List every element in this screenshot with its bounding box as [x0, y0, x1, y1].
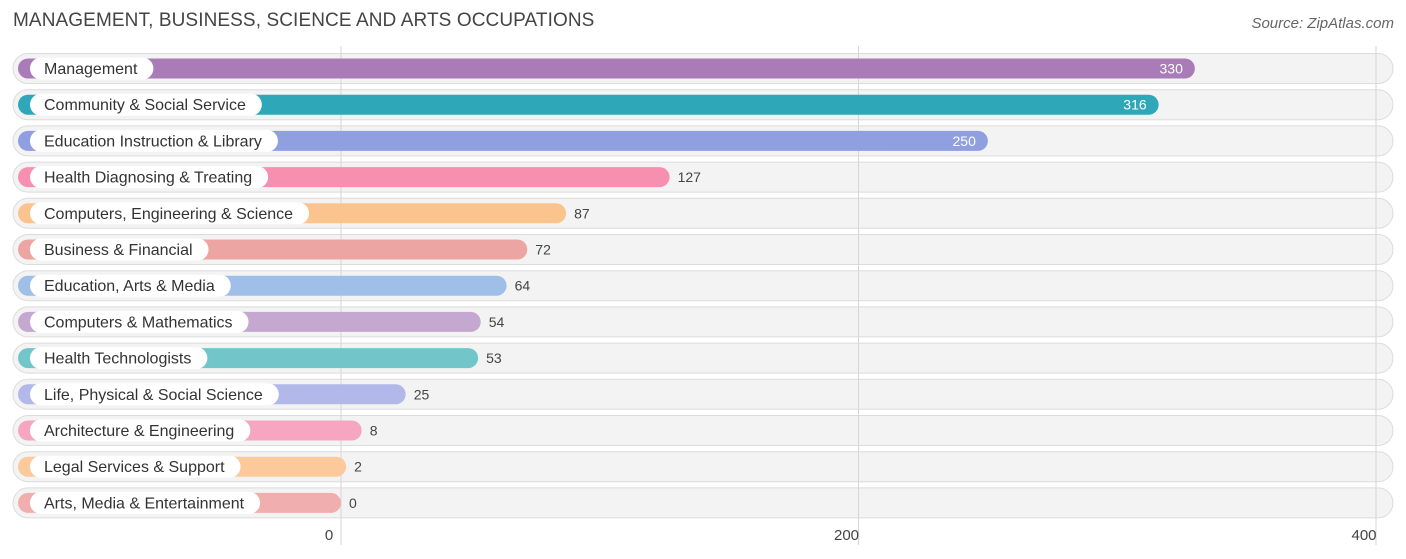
- value-label: 250: [953, 133, 977, 149]
- bar: [18, 58, 1195, 79]
- category-label-pill: [30, 310, 249, 333]
- bar-group: Arts, Media & Entertainment 0: [18, 491, 357, 514]
- value-label: 87: [574, 205, 590, 221]
- x-axis-ticks: 0 200 400: [325, 527, 1377, 544]
- category-label: Management: [44, 61, 138, 78]
- category-label-pill: [30, 491, 261, 514]
- category-label-pill: [30, 455, 241, 478]
- chart-title: MANAGEMENT, BUSINESS, SCIENCE AND ARTS O…: [13, 10, 595, 31]
- bar-group: Education, Arts & Media 64: [18, 274, 531, 297]
- bar-group: Education Instruction & Library 250: [18, 129, 988, 152]
- bar-group: Legal Services & Support 2: [18, 455, 362, 478]
- bar: [18, 94, 1159, 115]
- source-label: Source: ZipAtlas.com: [1251, 15, 1394, 32]
- category-label-pill: [30, 93, 262, 116]
- value-label: 8: [370, 423, 378, 439]
- x-tick-label: 0: [325, 527, 333, 544]
- category-label: Life, Physical & Social Science: [44, 387, 263, 404]
- category-label: Education Instruction & Library: [44, 133, 262, 150]
- value-label: 25: [414, 386, 430, 402]
- bar-group: Architecture & Engineering 8: [18, 419, 378, 442]
- bar-group: Computers, Engineering & Science 87: [18, 202, 590, 225]
- row-background: [12, 487, 1394, 519]
- value-label: 316: [1123, 97, 1147, 113]
- category-label-pill: [30, 274, 231, 297]
- bar-group: Life, Physical & Social Science 25: [18, 383, 430, 406]
- x-tick-label: 200: [834, 527, 859, 544]
- bar-group: Business & Financial 72: [18, 238, 551, 261]
- category-label-pill: [30, 202, 310, 225]
- category-label: Health Diagnosing & Treating: [44, 170, 252, 187]
- category-label-pill: [30, 166, 269, 189]
- value-label: 2: [354, 459, 362, 475]
- value-label: 330: [1160, 61, 1184, 77]
- category-label: Legal Services & Support: [44, 459, 225, 476]
- bar-group: Health Technologists 53: [18, 347, 502, 370]
- category-label-pill: [30, 57, 154, 80]
- bar-group: Computers & Mathematics 54: [18, 310, 505, 333]
- bar-group: Management 330: [18, 57, 1195, 80]
- bars: Management 330 Community & Social Service 3…: [18, 57, 1195, 514]
- value-label: 0: [349, 495, 357, 511]
- category-label: Education, Arts & Media: [44, 278, 215, 295]
- category-label-pill: [30, 129, 278, 152]
- category-label-pill: [30, 238, 209, 261]
- value-label: 53: [486, 350, 502, 366]
- value-label: 54: [489, 314, 505, 330]
- category-label: Arts, Media & Entertainment: [44, 495, 245, 512]
- bar-group: Health Diagnosing & Treating 127: [18, 166, 702, 189]
- category-label: Computers & Mathematics: [44, 314, 233, 331]
- category-label: Computers, Engineering & Science: [44, 206, 293, 223]
- value-label: 127: [678, 169, 702, 185]
- category-label: Health Technologists: [44, 351, 191, 368]
- bar-group: Community & Social Service 316: [18, 93, 1159, 116]
- value-label: 64: [515, 278, 531, 294]
- category-label-pill: [30, 383, 279, 406]
- value-label: 72: [535, 242, 551, 258]
- category-label: Business & Financial: [44, 242, 193, 259]
- x-tick-label: 400: [1351, 527, 1376, 544]
- category-label: Architecture & Engineering: [44, 423, 234, 440]
- row-background: [12, 451, 1394, 483]
- category-label-pill: [30, 419, 251, 442]
- category-label-pill: [30, 347, 208, 370]
- category-label: Community & Social Service: [44, 97, 246, 114]
